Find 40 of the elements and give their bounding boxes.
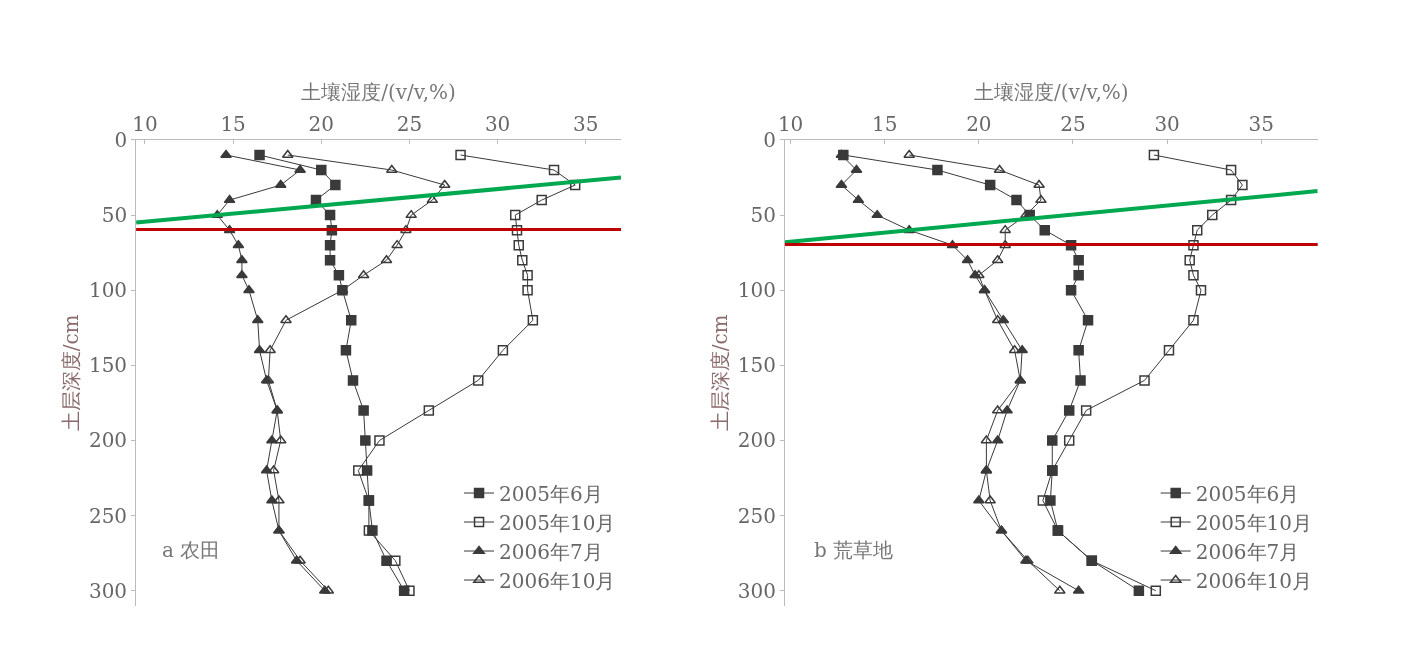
x-tick-label: 10 xyxy=(777,111,804,136)
y-tick-label: 150 xyxy=(88,353,128,378)
y-tick-label: 50 xyxy=(101,203,128,228)
y-tick-label: 200 xyxy=(737,428,776,453)
legend-label: 2006年10月 xyxy=(499,568,616,593)
x-tick-label: 20 xyxy=(308,111,334,136)
legend-label: 2005年10月 xyxy=(1195,510,1313,535)
legend-label: 2006年7月 xyxy=(1195,539,1300,564)
x-tick-label: 25 xyxy=(396,111,423,136)
y-tick-label: 100 xyxy=(88,278,128,303)
x-tick-label: 25 xyxy=(1060,111,1086,136)
x-tick-label: 15 xyxy=(220,111,246,136)
x-tick-label: 35 xyxy=(1248,111,1274,136)
x-axis-title: 土壤湿度/(v/v,%) xyxy=(301,80,456,105)
y-tick-label: 100 xyxy=(737,278,776,303)
y-tick-label: 0 xyxy=(114,127,128,152)
legend-label: 2005年6月 xyxy=(499,481,603,506)
legend-label: 2005年10月 xyxy=(499,510,616,535)
y-tick-label: 50 xyxy=(750,203,776,228)
x-tick-label: 15 xyxy=(872,111,898,136)
x-tick-label: 30 xyxy=(1154,111,1180,136)
legend-label: 2005年6月 xyxy=(1195,481,1300,506)
x-tick-label: 30 xyxy=(484,111,511,136)
y-axis-title: 土层深度/cm xyxy=(708,314,733,432)
x-tick-label: 35 xyxy=(573,111,599,136)
y-axis-title: 土层深度/cm xyxy=(59,314,84,432)
x-tick-label: 10 xyxy=(132,111,158,136)
legend-label: 2006年10月 xyxy=(1195,568,1313,593)
annotation: b 荒草地 xyxy=(814,538,894,562)
y-tick-label: 200 xyxy=(88,428,128,453)
x-axis-title: 土壤湿度/(v/v,%) xyxy=(973,80,1129,105)
y-tick-label: 300 xyxy=(737,578,776,603)
legend-label: 2006年7月 xyxy=(499,539,603,564)
y-tick-label: 250 xyxy=(737,503,776,528)
annotation: a 农田 xyxy=(162,538,221,562)
y-tick-label: 250 xyxy=(88,503,128,528)
x-tick-label: 20 xyxy=(966,111,992,136)
y-tick-label: 0 xyxy=(763,127,776,152)
y-tick-label: 300 xyxy=(88,578,128,603)
y-tick-label: 150 xyxy=(737,353,776,378)
